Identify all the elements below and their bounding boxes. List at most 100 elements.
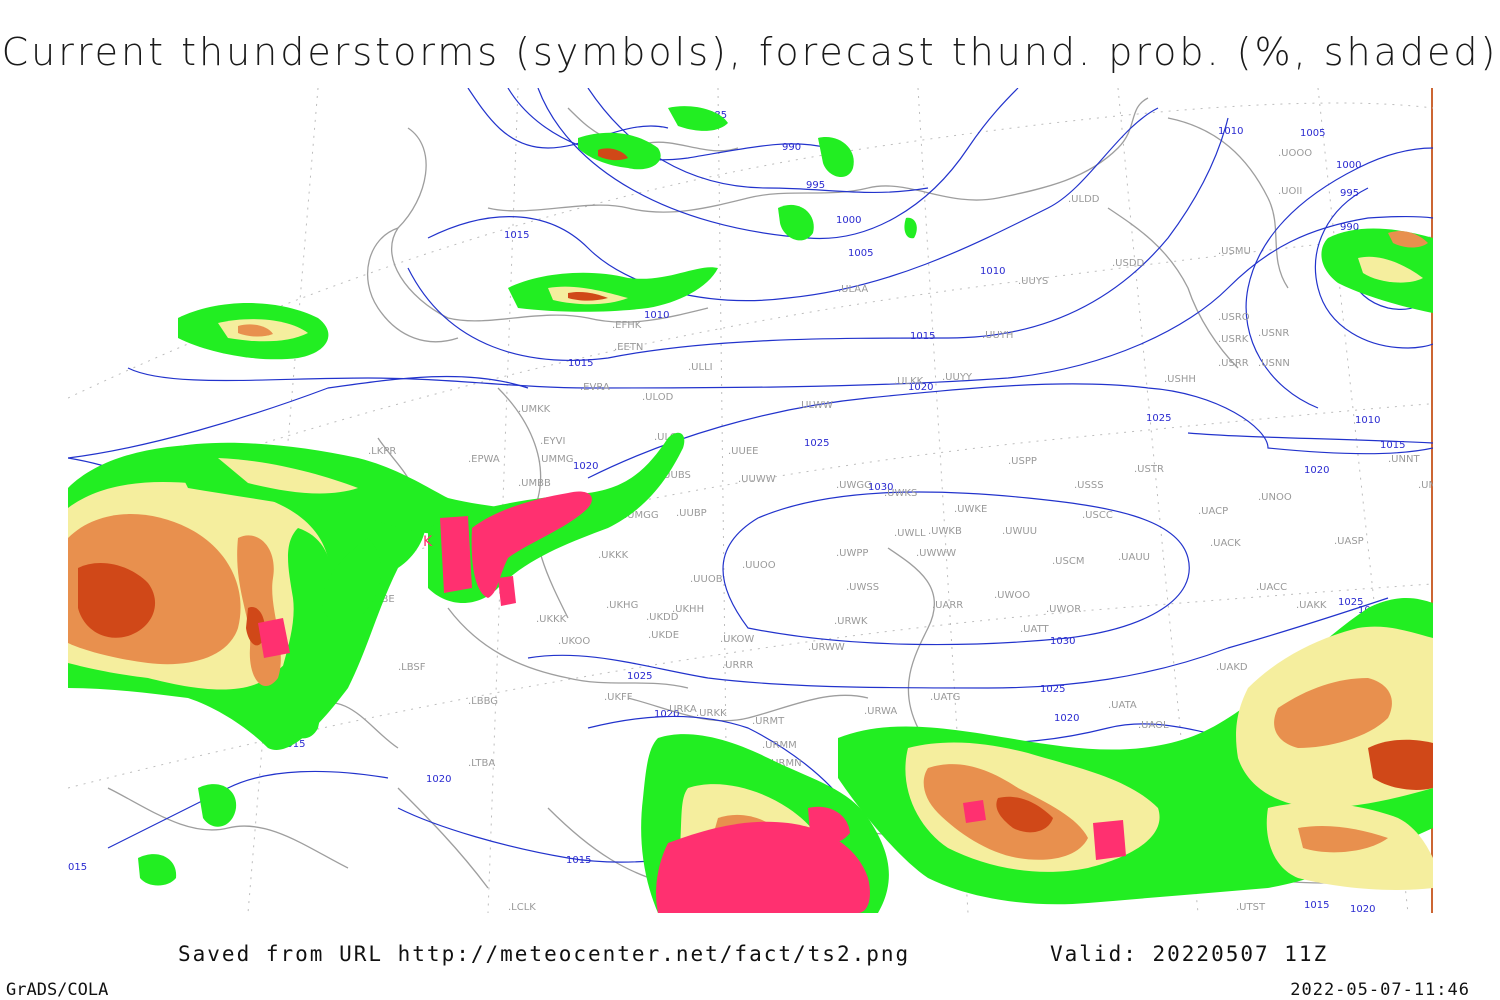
svg-text:.UKHG: .UKHG (606, 600, 638, 611)
svg-text:.UKKK: .UKKK (598, 550, 629, 561)
svg-text:.UACP: .UACP (1198, 506, 1228, 517)
thunderstorm-probability-map: 985 990 995 1000 1005 1010 1005 1000 995… (68, 88, 1433, 913)
svg-text:1015: 1015 (504, 230, 529, 241)
svg-text:.UNBB: .UNBB (1418, 480, 1433, 491)
svg-text:.UARR: .UARR (932, 600, 963, 611)
svg-text:.UUOB: .UUOB (690, 574, 723, 585)
svg-text:.ULOD: .ULOD (642, 392, 674, 403)
svg-text:.UATA: .UATA (1108, 700, 1137, 711)
svg-text:.EPWA: .EPWA (468, 454, 500, 465)
svg-text:1015: 1015 (566, 855, 591, 866)
svg-text:.UWKS: .UWKS (884, 488, 917, 499)
svg-text:.ULLI: .ULLI (688, 362, 713, 373)
svg-text:.UKKK: .UKKK (536, 614, 567, 625)
svg-text:.EETN: .EETN (614, 342, 643, 353)
svg-text:1005: 1005 (1300, 128, 1325, 139)
svg-text:.UAUU: .UAUU (1118, 552, 1150, 563)
svg-text:1010: 1010 (1218, 126, 1243, 137)
svg-text:1025: 1025 (804, 438, 829, 449)
probability-shading (68, 106, 1433, 913)
svg-text:.LBSF: .LBSF (398, 662, 426, 673)
svg-text:.UKDD: .UKDD (646, 612, 679, 623)
svg-text:.ULWW: .ULWW (798, 400, 833, 411)
svg-text:1020: 1020 (1350, 904, 1375, 913)
generated-timestamp: 2022-05-07-11:46 (1290, 980, 1470, 1000)
valid-time-text: Valid: 20220507 11Z (1050, 942, 1329, 966)
svg-text:.USPP: .USPP (1008, 456, 1037, 467)
svg-text:.LCLK: .LCLK (508, 902, 536, 913)
svg-text:.UATT: .UATT (1020, 624, 1049, 635)
svg-text:.UKFF: .UKFF (604, 692, 633, 703)
svg-text:.UAOL: .UAOL (1138, 720, 1169, 731)
svg-text:.UWKB: .UWKB (928, 526, 962, 537)
svg-text:.UMBB: .UMBB (518, 478, 551, 489)
svg-text:.UUYY: .UUYY (942, 372, 973, 383)
svg-text:.LBBG: .LBBG (468, 696, 498, 707)
svg-text:.LKPR: .LKPR (368, 446, 396, 457)
svg-text:.UWPP: .UWPP (836, 548, 868, 559)
svg-text:.UUYS: .UUYS (1018, 276, 1048, 287)
source-url-text: Saved from URL http://meteocenter.net/fa… (178, 942, 911, 966)
svg-text:.USCM: .USCM (1052, 556, 1084, 567)
svg-text:.USMU: .USMU (1218, 246, 1251, 257)
svg-text:995: 995 (1340, 188, 1359, 199)
svg-text:.UTST: .UTST (1236, 902, 1266, 913)
svg-text:.UWOR: .UWOR (1046, 604, 1081, 615)
svg-text:.UUOO: .UUOO (742, 560, 776, 571)
svg-text:.USRR: .USRR (1218, 358, 1249, 369)
storm-symbols: K (258, 491, 1126, 913)
svg-text:.UWKE: .UWKE (954, 504, 987, 515)
svg-text:.USSS: .USSS (1074, 480, 1104, 491)
svg-text:.UMMG: .UMMG (538, 454, 574, 465)
svg-text:1010: 1010 (980, 266, 1005, 277)
svg-text:990: 990 (782, 142, 801, 153)
svg-text:.UWOO: .UWOO (994, 590, 1030, 601)
svg-text:.UNOO: .UNOO (1258, 492, 1292, 503)
svg-text:.UOII: .UOII (1278, 186, 1302, 197)
svg-text:.UMGG: .UMGG (624, 510, 659, 521)
svg-text:.URMN: .URMN (768, 758, 802, 769)
svg-text:.UKOW: .UKOW (720, 634, 754, 645)
svg-text:.UKOO: .UKOO (558, 636, 590, 647)
software-credit: GrADS/COLA (6, 980, 109, 1000)
svg-text:.USDD: .USDD (1112, 258, 1145, 269)
svg-text:990: 990 (1340, 222, 1359, 233)
svg-text:1025: 1025 (1040, 684, 1065, 695)
svg-text:.UUEE: .UUEE (728, 446, 758, 457)
svg-text:.UASP: .UASP (1334, 536, 1364, 547)
svg-text:1020: 1020 (908, 382, 933, 393)
svg-text:.USNN: .USNN (1258, 358, 1290, 369)
svg-text:.URMT: .URMT (752, 716, 785, 727)
svg-text:1020: 1020 (1304, 465, 1329, 476)
svg-text:1020: 1020 (654, 709, 679, 720)
svg-text:.USRK: .USRK (1218, 334, 1249, 345)
svg-text:1015: 1015 (568, 358, 593, 369)
svg-text:.UUYH: .UUYH (982, 330, 1013, 341)
svg-text:K: K (423, 534, 433, 550)
svg-text:1000: 1000 (836, 215, 861, 226)
svg-text:1025: 1025 (627, 671, 652, 682)
svg-text:.URWA: .URWA (864, 706, 897, 717)
svg-text:.UUWW: .UUWW (738, 474, 776, 485)
svg-text:.UUBP: .UUBP (676, 508, 707, 519)
svg-text:1015: 1015 (910, 331, 935, 342)
svg-text:1020: 1020 (426, 774, 451, 785)
svg-text:.LTBA: .LTBA (468, 758, 495, 769)
svg-text:.UWSS: .UWSS (846, 582, 879, 593)
svg-text:.USRO: .USRO (1218, 312, 1250, 323)
svg-text:.URRR: .URRR (722, 660, 753, 671)
svg-text:1000: 1000 (1336, 160, 1361, 171)
svg-text:.UUBS: .UUBS (660, 470, 691, 481)
svg-text:.USNR: .USNR (1258, 328, 1289, 339)
svg-text:.UACC: .UACC (1256, 582, 1287, 593)
svg-text:.UAKD: .UAKD (1216, 662, 1248, 673)
svg-text:.USCC: .USCC (1082, 510, 1113, 521)
svg-text:.URKA: .URKA (666, 704, 697, 715)
svg-text:.URWW: .URWW (808, 642, 845, 653)
svg-text:1025: 1025 (1146, 413, 1171, 424)
svg-text:.USHH: .USHH (1164, 374, 1196, 385)
svg-text:.ULDD: .ULDD (1068, 194, 1100, 205)
map-title: Current thunderstorms (symbols), forecas… (1, 30, 1499, 74)
svg-text:.UKDE: .UKDE (648, 630, 679, 641)
svg-text:.UOOO: .UOOO (1278, 148, 1312, 159)
